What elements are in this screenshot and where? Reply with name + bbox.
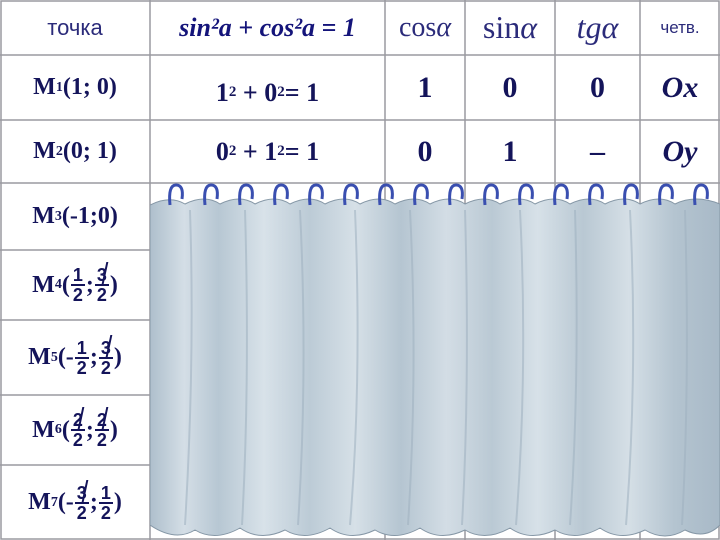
formula-term: 0	[264, 77, 278, 107]
paren: (	[61, 416, 70, 443]
curtain-overlay[interactable]	[150, 180, 720, 540]
separator: ;	[89, 344, 98, 370]
quarter-m1: Ox	[661, 70, 699, 104]
sin-m1: 0	[502, 70, 518, 104]
point-letter: M	[33, 138, 56, 164]
alpha-symbol: α	[436, 11, 452, 43]
header-point: точка	[47, 14, 103, 40]
denominator: 2	[96, 430, 107, 450]
formula-term: 1	[264, 136, 278, 166]
point-letter: M	[28, 344, 51, 370]
numerator: 1	[70, 265, 85, 286]
denominator: 2	[72, 285, 83, 305]
point-letter: M	[32, 203, 55, 229]
separator: ;	[85, 271, 94, 298]
formula-term: 1	[215, 77, 229, 107]
point-letter: M	[32, 416, 55, 443]
tg-label: tg	[576, 9, 602, 45]
header-tg: tg α	[555, 0, 640, 55]
numerator: 3	[98, 337, 113, 359]
paren: (-	[57, 489, 74, 515]
paren: )	[109, 416, 118, 443]
header-identity: sin²a + cos²a = 1	[179, 12, 356, 42]
tg-m2: –	[590, 134, 605, 168]
numerator: 3	[74, 482, 89, 504]
quarter-m2: Oy	[662, 134, 698, 168]
denominator: 2	[76, 357, 87, 378]
numerator: 2	[70, 410, 85, 431]
cos-m2: 0	[417, 134, 433, 168]
numerator: 1	[98, 482, 113, 504]
paren: (-	[57, 344, 74, 370]
alpha-symbol: α	[520, 9, 538, 45]
point-letter: M	[33, 74, 56, 100]
point-m3: M 3 (-1;0)	[0, 183, 150, 250]
point-letter: M	[28, 489, 51, 515]
point-index: 2	[55, 143, 63, 159]
denominator: 2	[72, 430, 83, 450]
paren: )	[109, 271, 118, 298]
header-sin: sin α	[465, 0, 555, 55]
cos-label: cos	[398, 11, 437, 43]
numerator: 2	[94, 410, 109, 431]
cos-m1: 1	[417, 70, 433, 104]
paren: )	[113, 489, 122, 515]
point-coords: (0; 1)	[62, 138, 117, 164]
tg-m1: 0	[590, 70, 605, 104]
header-cos: cos α	[385, 0, 465, 55]
sin-m2: 1	[502, 134, 518, 168]
point-index: 1	[55, 79, 63, 95]
separator: ;	[85, 416, 94, 443]
point-index: 7	[50, 494, 58, 510]
paren: )	[113, 344, 122, 370]
paren: (	[61, 271, 70, 298]
formula-rhs: = 1	[284, 77, 320, 107]
point-coords: (-1;0)	[61, 203, 118, 229]
point-index: 4	[54, 277, 62, 292]
point-letter: M	[32, 271, 55, 298]
point-m1: M 1 (1; 0)	[0, 55, 150, 120]
denominator: 2	[96, 285, 107, 305]
numerator: 1	[74, 337, 89, 359]
point-m2: M 2 (0; 1)	[0, 120, 150, 183]
denominator: 2	[100, 357, 111, 378]
separator: ;	[89, 489, 98, 515]
curtain-fabric	[150, 198, 720, 537]
point-index: 3	[54, 208, 62, 224]
alpha-symbol: α	[601, 9, 619, 45]
point-index: 5	[50, 349, 58, 365]
sin-label: sin	[482, 9, 521, 45]
point-index: 6	[54, 422, 62, 437]
denominator: 2	[100, 502, 111, 523]
denominator: 2	[76, 502, 87, 523]
numerator: 3	[94, 265, 109, 286]
formula-term: 0	[215, 136, 229, 166]
point-coords: (1; 0)	[62, 74, 117, 100]
formula-rhs: = 1	[284, 136, 320, 166]
header-quarter: четв.	[660, 17, 700, 37]
curtain-hooks	[168, 183, 709, 206]
